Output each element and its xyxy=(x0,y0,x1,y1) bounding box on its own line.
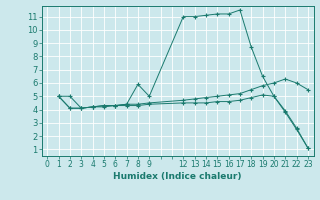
X-axis label: Humidex (Indice chaleur): Humidex (Indice chaleur) xyxy=(113,172,242,181)
